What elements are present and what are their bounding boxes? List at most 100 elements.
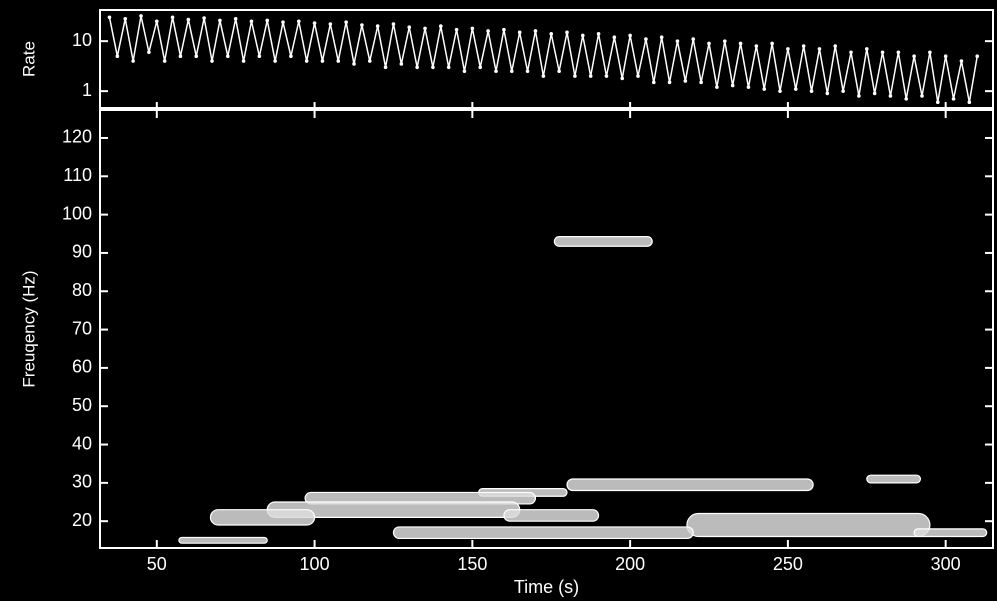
rate-point: [399, 62, 404, 66]
x-tick-label: 150: [457, 554, 487, 574]
x-tick-label: 100: [300, 554, 330, 574]
rate-point: [162, 59, 167, 63]
rate-point: [454, 27, 459, 32]
rate-point: [778, 89, 782, 93]
rate-point: [478, 65, 483, 70]
rate-point: [154, 19, 159, 24]
rate-point: [115, 54, 120, 59]
rate-point: [612, 35, 617, 39]
rate-point: [431, 65, 435, 70]
rate-point: [210, 59, 214, 63]
rate-point: [628, 33, 632, 38]
contour-region: [503, 509, 600, 522]
rate-point: [667, 80, 672, 85]
rate-point: [707, 41, 711, 46]
y-axis-label: Rate: [19, 41, 38, 77]
rate-point: [438, 24, 443, 28]
rate-point: [304, 59, 309, 63]
y-tick-label: 30: [72, 472, 92, 492]
rate-point: [975, 54, 980, 59]
rate-point: [241, 59, 246, 63]
rate-point: [841, 89, 845, 93]
y-axis-label: Freuqency (Hz): [19, 270, 38, 387]
rate-point: [225, 54, 230, 59]
x-tick-label: 250: [773, 554, 803, 574]
rate-point: [857, 94, 861, 98]
x-axis-label: Time (s): [514, 577, 579, 597]
rate-point: [967, 100, 972, 105]
rate-point: [218, 18, 222, 23]
y-tick-label: 40: [72, 433, 92, 453]
rate-point: [912, 54, 916, 59]
rate-point: [375, 24, 380, 28]
y-tick-label: 1: [82, 80, 92, 100]
rate-point: [131, 59, 135, 63]
contour-region: [209, 509, 316, 526]
rate-point: [683, 79, 688, 83]
rate-point: [320, 59, 325, 63]
rate-point: [549, 32, 554, 36]
rate-point: [509, 69, 514, 74]
y-tick-label: 50: [72, 395, 92, 415]
rate-point: [257, 54, 262, 59]
rate-point: [786, 47, 790, 51]
y-tick-label: 70: [72, 318, 92, 338]
contour-region: [913, 528, 988, 538]
rate-point: [178, 54, 183, 59]
rate-point: [533, 29, 538, 33]
rate-point: [715, 85, 719, 89]
rate-point: [423, 26, 427, 31]
rate-point: [486, 29, 490, 33]
rate-point: [186, 17, 191, 22]
contour-region: [686, 512, 931, 538]
contour-region: [866, 474, 922, 484]
plot-frame: [99, 9, 994, 109]
rate-point: [273, 59, 277, 63]
rate-point: [951, 97, 956, 101]
rate-point: [312, 21, 317, 25]
rate-point: [391, 22, 396, 26]
rate-point: [604, 74, 609, 78]
rate-point: [328, 22, 333, 26]
rate-point: [289, 54, 293, 59]
y-tick-label: 90: [72, 242, 92, 262]
rate-point: [959, 59, 964, 63]
rate-point: [817, 47, 822, 51]
contour-region: [553, 236, 653, 247]
rate-point: [722, 39, 727, 43]
y-tick-label: 80: [72, 280, 92, 300]
rate-point: [367, 59, 372, 63]
rate-point: [762, 87, 767, 91]
rate-point: [470, 26, 475, 31]
rate-point: [336, 59, 341, 63]
rate-point: [896, 50, 901, 55]
rate-point: [825, 91, 830, 96]
rate-point: [920, 94, 924, 98]
rate-point: [651, 80, 656, 85]
rate-point: [801, 44, 806, 48]
rate-point: [849, 50, 853, 55]
rate-point: [928, 50, 932, 55]
rate-point: [202, 16, 206, 20]
rate-point: [580, 33, 585, 38]
rate-point: [620, 76, 625, 81]
rate-point: [360, 23, 364, 27]
x-tick-label: 50: [147, 554, 167, 574]
y-tick-label: 100: [62, 203, 92, 223]
rate-point: [494, 69, 498, 74]
rate-point: [904, 97, 909, 101]
rate-point: [525, 69, 530, 74]
rate-point: [407, 25, 412, 30]
rate-point: [746, 85, 751, 89]
y-tick-label: 60: [72, 357, 92, 377]
y-tick-label: 110: [63, 165, 92, 185]
rate-point: [383, 65, 388, 70]
rate-point: [588, 74, 593, 78]
rate-point: [446, 65, 451, 70]
rate-point: [809, 89, 814, 93]
rate-point: [738, 41, 743, 46]
rate-point: [872, 91, 877, 96]
rate-point: [770, 41, 774, 46]
